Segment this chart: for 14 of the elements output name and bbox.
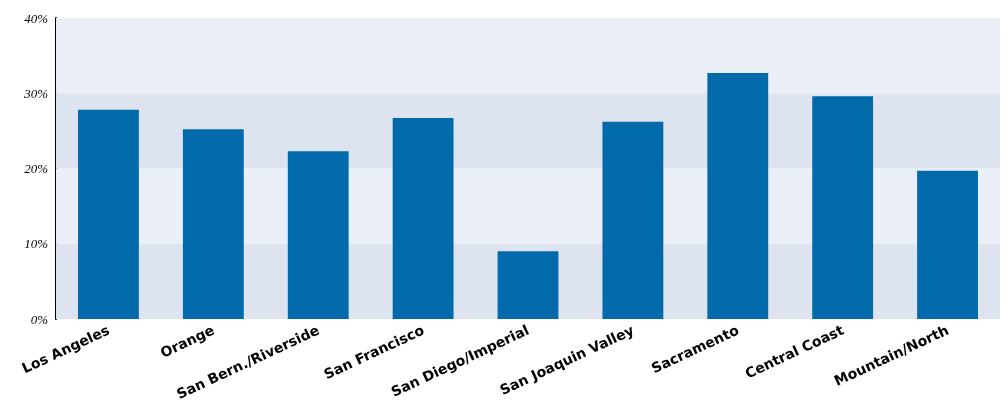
bar xyxy=(917,170,978,319)
bar xyxy=(182,129,244,319)
y-tick-label: 30% xyxy=(23,85,49,101)
bar xyxy=(602,121,664,319)
y-tick-label: 0% xyxy=(30,311,49,327)
bar xyxy=(497,251,559,319)
bar xyxy=(78,109,139,319)
bar xyxy=(707,72,769,319)
y-tick-label: 10% xyxy=(24,236,49,252)
bar xyxy=(392,118,454,319)
bar xyxy=(812,96,874,319)
y-tick-label: 20% xyxy=(24,161,49,176)
bar xyxy=(287,151,349,319)
y-tick-label: 40% xyxy=(24,10,49,26)
